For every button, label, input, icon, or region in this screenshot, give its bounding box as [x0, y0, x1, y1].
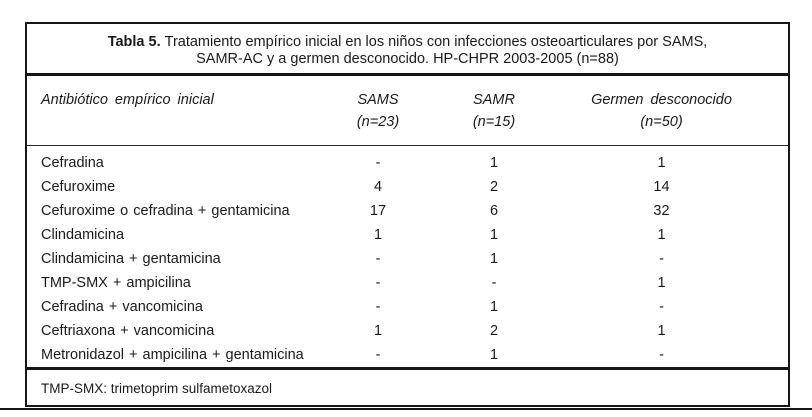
table-row: Ceftriaxona + vancomicina 1 2 1 [27, 319, 788, 343]
cell-germen: - [659, 251, 664, 267]
cell-samr: 2 [489, 323, 499, 339]
cell-germen: 1 [657, 155, 666, 171]
cell-sams: - [375, 251, 381, 267]
cell-germen: 32 [653, 203, 670, 219]
column-header-antibiotic: Antibiótico empírico inicial [41, 92, 214, 108]
cell-samr: 1 [489, 347, 499, 363]
antibiotic-name: Ceftriaxona + vancomicina [41, 323, 215, 339]
column-header-samr-n: (n=15) [472, 114, 516, 130]
cell-germen: 1 [657, 275, 666, 291]
column-header-germen: Germen desconocido (n=50) [549, 89, 788, 145]
column-header-samr: SAMR (n=15) [439, 89, 549, 145]
antibiotic-name: Clindamicina [41, 227, 125, 243]
cell-germen: - [659, 299, 664, 315]
cell-sams: 1 [373, 323, 383, 339]
table-title: Tabla 5. Tratamiento empírico inicial en … [27, 24, 788, 73]
table-row: Metronidazol + ampicilina + gentamicina … [27, 343, 788, 367]
column-header-sams-n: (n=23) [356, 114, 400, 130]
cell-samr: 1 [489, 227, 499, 243]
table-row: TMP-SMX + ampicilina - - 1 [27, 271, 788, 295]
table-row: Cefuroxime o cefradina + gentamicina 17 … [27, 199, 788, 223]
table-title-line2: SAMR-AC y a germen desconocido. HP-CHPR … [196, 51, 619, 67]
antibiotic-name: Cefuroxime [41, 179, 116, 195]
table-body: Cefradina - 1 1 Cefuroxime 4 2 14 Cefuro… [27, 146, 788, 367]
cell-sams: 1 [373, 227, 383, 243]
table-row: Clindamicina + gentamicina - 1 - [27, 247, 788, 271]
table-row: Cefuroxime 4 2 14 [27, 175, 788, 199]
cell-samr: - [491, 275, 497, 291]
table-footnote: TMP-SMX: trimetoprim sulfametoxazol [41, 381, 273, 396]
cell-samr: 6 [489, 203, 499, 219]
cell-sams: - [375, 155, 381, 171]
cell-sams: 4 [373, 179, 383, 195]
cell-sams: 17 [369, 203, 387, 219]
antibiotic-name: Cefradina + vancomicina [41, 299, 203, 315]
cell-samr: 1 [489, 155, 499, 171]
column-header-sams-name: SAMS [357, 92, 399, 108]
column-header-samr-name: SAMR [473, 92, 515, 108]
column-header-germen-n: (n=50) [640, 114, 683, 130]
page-bottom-rule [0, 408, 812, 410]
table-row: Cefradina - 1 1 [27, 151, 788, 175]
antibiotic-name: Cefradina [41, 155, 104, 171]
table-frame: Tabla 5. Tratamiento empírico inicial en … [25, 22, 790, 407]
antibiotic-name: Metronidazol + ampicilina + gentamicina [41, 347, 304, 363]
title-separator-rule [27, 73, 788, 76]
cell-germen: - [659, 347, 664, 363]
cell-germen: 1 [657, 323, 666, 339]
table-row: Cefradina + vancomicina - 1 - [27, 295, 788, 319]
table-row: Clindamicina 1 1 1 [27, 223, 788, 247]
cell-germen: 1 [657, 227, 666, 243]
cell-samr: 1 [489, 251, 499, 267]
cell-sams: - [375, 299, 381, 315]
cell-sams: - [375, 275, 381, 291]
column-header-sams: SAMS (n=23) [317, 89, 439, 145]
table-number-label: Tabla 5. [107, 34, 161, 50]
footnote-separator-rule [27, 367, 788, 370]
cell-samr: 2 [489, 179, 499, 195]
column-header-row: Antibiótico empírico inicial SAMS (n=23)… [27, 76, 788, 145]
table-title-line1: Tratamiento empírico inicial en los niño… [164, 34, 708, 50]
cell-sams: - [375, 347, 381, 363]
antibiotic-name: Cefuroxime o cefradina + gentamicina [41, 203, 290, 219]
antibiotic-name: TMP-SMX + ampicilina [41, 275, 191, 291]
header-separator-rule [27, 145, 788, 146]
column-header-germen-name: Germen desconocido [591, 92, 732, 108]
antibiotic-name: Clindamicina + gentamicina [41, 251, 221, 267]
cell-samr: 1 [489, 299, 499, 315]
cell-germen: 14 [653, 179, 670, 195]
